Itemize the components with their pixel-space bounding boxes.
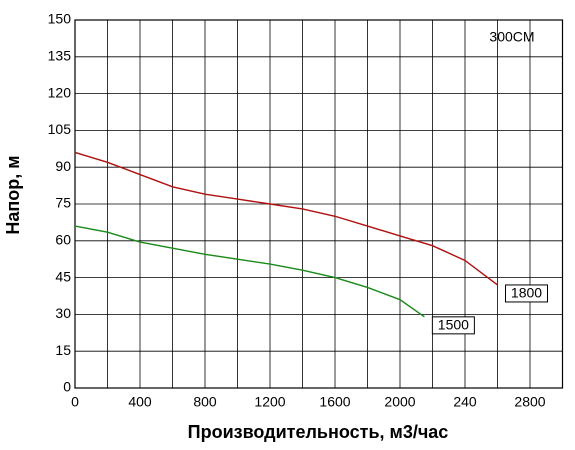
y-tick-label: 60: [55, 232, 71, 248]
curve-label: 1500: [438, 317, 469, 333]
y-axis-title: Напор, м: [3, 155, 23, 234]
y-tick-label: 90: [55, 158, 71, 174]
y-tick-label: 105: [48, 121, 72, 137]
x-tick-label: 0: [71, 394, 79, 410]
annotation: 300CM: [489, 29, 534, 45]
x-tick-label: 1200: [254, 394, 285, 410]
y-tick-label: 15: [55, 342, 71, 358]
curve-label-box: [505, 284, 548, 303]
y-tick-label: 75: [55, 195, 71, 211]
curve-label-box: [431, 316, 475, 335]
x-tick-label: 240: [453, 394, 477, 410]
x-tick-label: 800: [193, 394, 217, 410]
curve: [74, 151, 498, 286]
x-tick-label: 2800: [514, 394, 545, 410]
y-tick-label: 45: [55, 268, 71, 284]
y-tick-label: 30: [55, 305, 71, 321]
y-tick-label: 150: [48, 11, 72, 27]
plot-frame: [74, 19, 564, 389]
y-tick-label: 0: [63, 379, 71, 395]
x-tick-label: 2000: [384, 394, 415, 410]
y-tick-label: 120: [48, 84, 72, 100]
curve-label: 1800: [511, 285, 542, 301]
x-tick-label: 400: [128, 394, 152, 410]
x-tick-label: 1600: [319, 394, 350, 410]
y-tick-label: 135: [48, 48, 72, 64]
curve: [74, 225, 425, 318]
x-axis-title: Производительность, м3/час: [188, 422, 449, 442]
